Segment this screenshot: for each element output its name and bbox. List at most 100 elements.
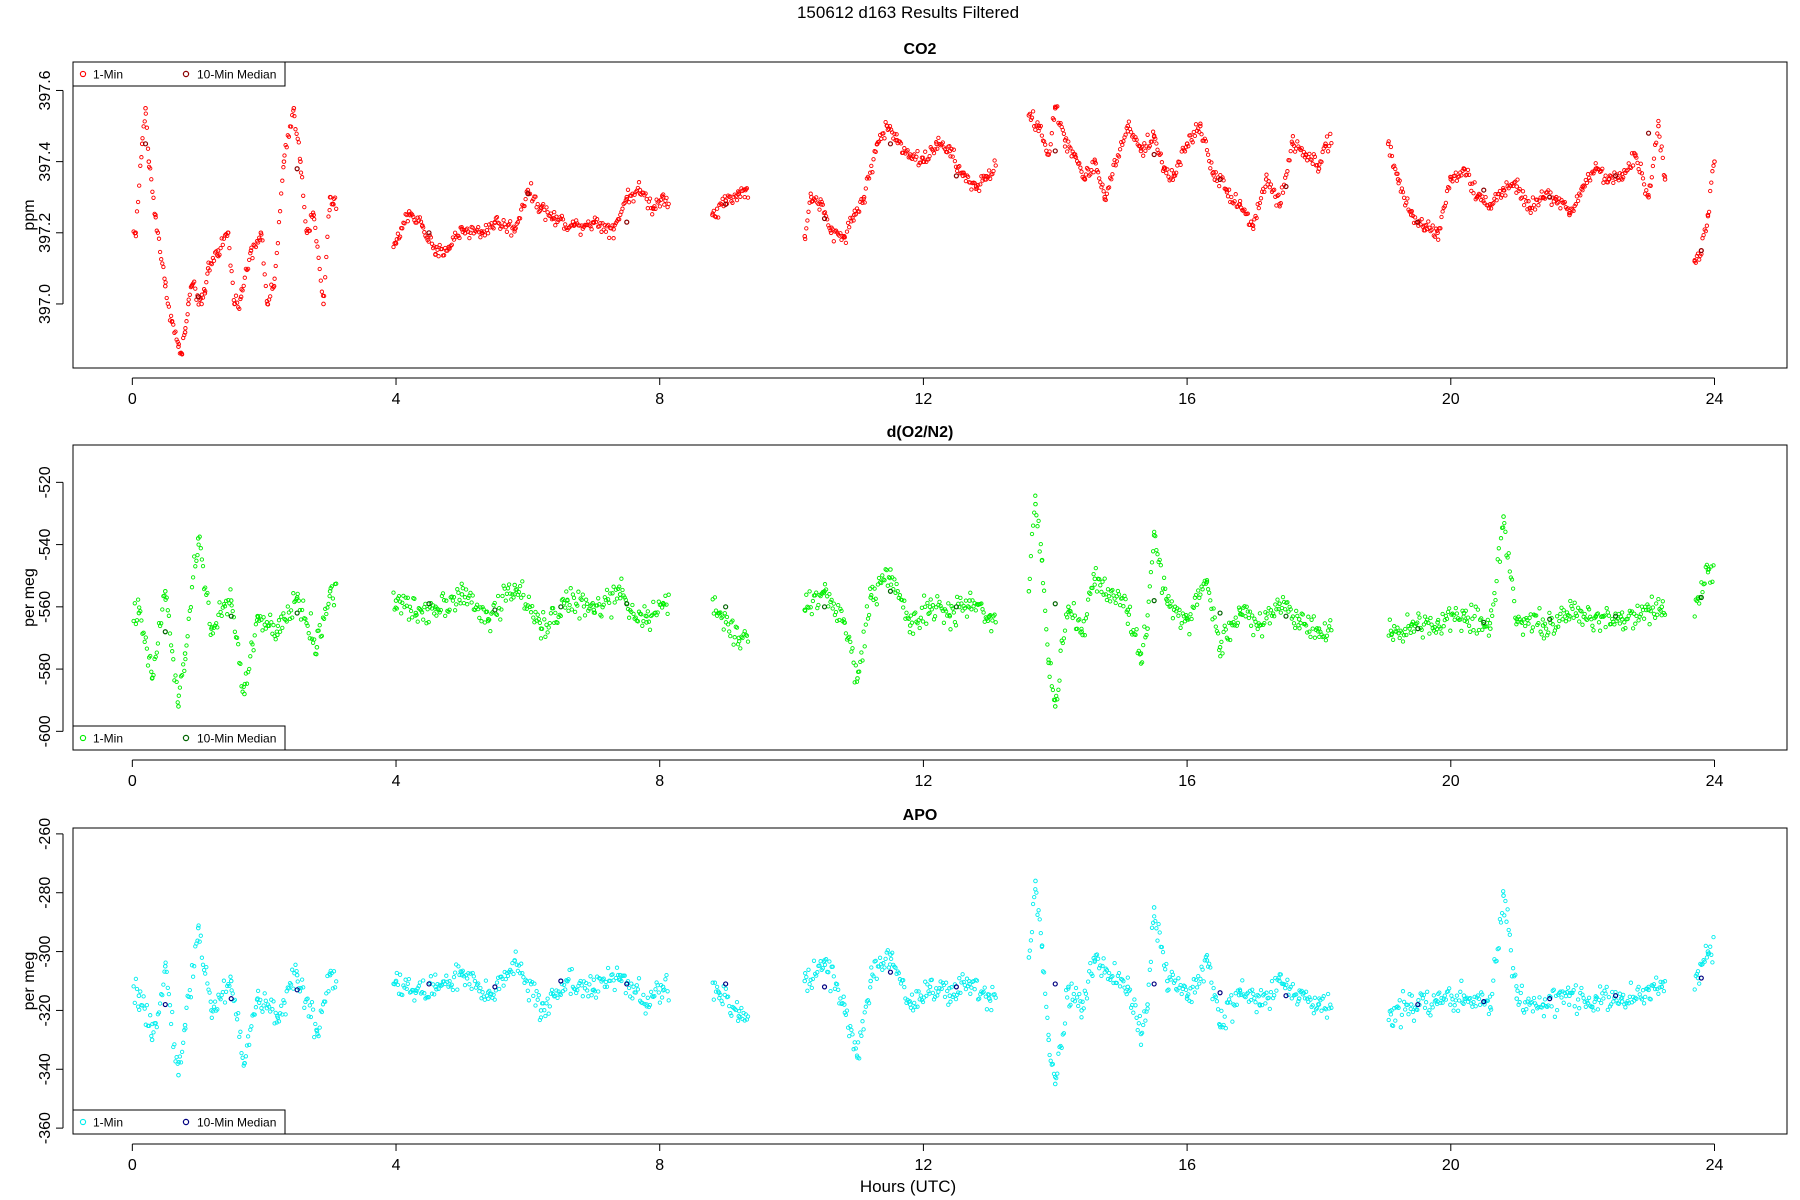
x-tick-label: 4 bbox=[392, 773, 401, 790]
data-point bbox=[467, 235, 472, 241]
data-point bbox=[575, 987, 580, 993]
data-point bbox=[244, 1043, 250, 1048]
data-point bbox=[176, 1072, 181, 1078]
data-point bbox=[1422, 614, 1428, 619]
data-point bbox=[1429, 622, 1434, 627]
data-point bbox=[1187, 998, 1192, 1004]
data-point bbox=[1397, 635, 1402, 641]
data-point bbox=[558, 613, 563, 619]
legend: 1-Min 10-Min Median bbox=[72, 725, 286, 751]
data-point bbox=[892, 577, 897, 582]
data-point bbox=[1536, 203, 1541, 208]
data-point bbox=[426, 239, 431, 244]
data-point bbox=[1603, 991, 1608, 996]
data-point bbox=[964, 976, 970, 981]
data-point bbox=[424, 621, 429, 626]
data-point bbox=[319, 633, 325, 639]
data-point bbox=[228, 978, 234, 984]
data-point bbox=[581, 604, 587, 609]
data-point bbox=[512, 582, 517, 588]
data-point bbox=[138, 989, 143, 994]
x-tick-label: 0 bbox=[128, 391, 137, 408]
data-point bbox=[1647, 622, 1652, 627]
data-point bbox=[240, 288, 245, 293]
data-point bbox=[189, 585, 195, 590]
data-point bbox=[1062, 628, 1068, 633]
data-point bbox=[149, 1037, 155, 1043]
data-point bbox=[1065, 995, 1070, 1000]
data-point bbox=[561, 982, 567, 988]
data-point bbox=[1098, 180, 1103, 185]
data-point bbox=[1655, 612, 1660, 617]
data-point bbox=[504, 229, 510, 234]
data-point bbox=[1565, 985, 1571, 990]
data-point bbox=[1550, 988, 1555, 993]
data-point bbox=[149, 177, 154, 182]
data-point bbox=[476, 225, 481, 230]
data-point bbox=[607, 235, 612, 241]
data-point bbox=[145, 663, 151, 668]
data-point bbox=[1560, 617, 1565, 622]
data-point bbox=[1451, 1008, 1456, 1013]
data-point bbox=[525, 988, 530, 993]
data-point bbox=[314, 652, 319, 657]
data-point bbox=[293, 127, 298, 132]
data-point bbox=[1439, 995, 1444, 1001]
data-point bbox=[984, 1007, 990, 1012]
data-point bbox=[993, 620, 998, 625]
data-point bbox=[1088, 172, 1093, 177]
data-point bbox=[463, 587, 469, 592]
data-point bbox=[1035, 912, 1040, 917]
data-point bbox=[167, 631, 173, 636]
data-point bbox=[184, 643, 189, 648]
data-point bbox=[536, 993, 541, 998]
median-point bbox=[492, 984, 498, 990]
data-point bbox=[1098, 583, 1103, 588]
data-point bbox=[1641, 1001, 1647, 1006]
data-point bbox=[1591, 1008, 1596, 1013]
data-point bbox=[1048, 142, 1053, 147]
data-point bbox=[334, 206, 339, 211]
data-point bbox=[1477, 1002, 1483, 1007]
data-point bbox=[1095, 170, 1101, 175]
data-point bbox=[1593, 613, 1599, 619]
data-point bbox=[244, 681, 250, 686]
data-point bbox=[1120, 142, 1125, 148]
data-point bbox=[1220, 651, 1225, 656]
data-point bbox=[248, 248, 254, 253]
data-point bbox=[833, 609, 839, 615]
legend: 1-Min 10-Min Median bbox=[72, 61, 286, 87]
data-point bbox=[1311, 614, 1316, 619]
data-point bbox=[1221, 629, 1226, 635]
data-point bbox=[1061, 1031, 1067, 1036]
data-point bbox=[139, 618, 144, 623]
data-point bbox=[1052, 704, 1058, 709]
data-point bbox=[1619, 177, 1625, 182]
data-point bbox=[1143, 1018, 1148, 1023]
data-point bbox=[817, 207, 822, 212]
data-point bbox=[952, 158, 958, 164]
data-point bbox=[1177, 607, 1182, 613]
data-point bbox=[612, 600, 617, 605]
data-point bbox=[582, 613, 588, 618]
data-point bbox=[973, 608, 978, 613]
data-point bbox=[1488, 608, 1494, 613]
data-point bbox=[512, 226, 517, 232]
data-point bbox=[1436, 617, 1441, 623]
data-point bbox=[447, 978, 452, 984]
data-point bbox=[304, 230, 310, 236]
data-point bbox=[452, 970, 458, 975]
data-point bbox=[306, 631, 311, 636]
data-point bbox=[1553, 194, 1559, 200]
data-point bbox=[161, 264, 166, 270]
data-point bbox=[1568, 598, 1573, 604]
data-point bbox=[964, 614, 970, 619]
data-point bbox=[1112, 960, 1117, 966]
data-point bbox=[498, 226, 503, 231]
data-point bbox=[829, 597, 834, 603]
data-point bbox=[515, 968, 521, 974]
data-point bbox=[269, 620, 274, 625]
data-point bbox=[1144, 632, 1149, 638]
data-point bbox=[1131, 1010, 1136, 1015]
data-point bbox=[1189, 999, 1194, 1005]
